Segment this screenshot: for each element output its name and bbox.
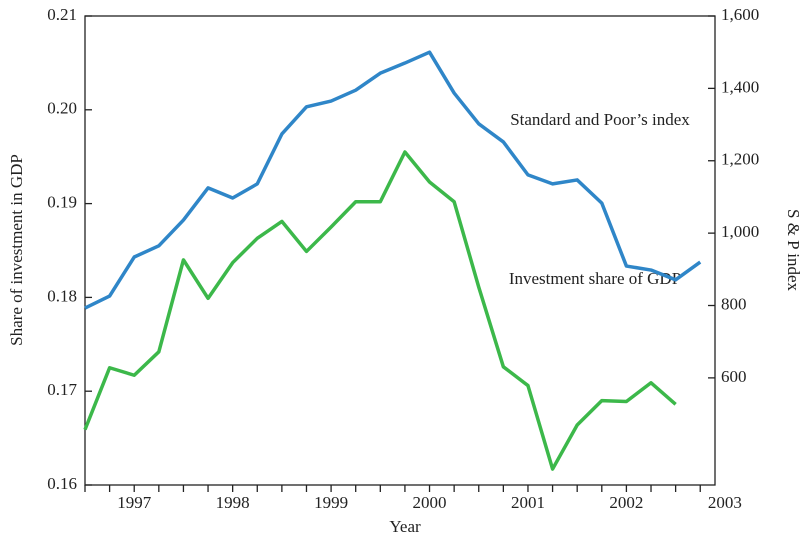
x-tick-label: 2003 (708, 493, 742, 512)
y-tick-label: 0.18 (47, 286, 77, 305)
y-tick-label: 0.17 (47, 380, 77, 399)
y2-tick-label: 800 (721, 294, 747, 313)
x-tick-label: 2001 (511, 493, 545, 512)
x-tick-label: 1997 (117, 493, 152, 512)
x-tick-label: 2000 (413, 493, 447, 512)
annotation: Investment share of GDP (509, 269, 681, 288)
plot-frame (84, 15, 716, 486)
series-line (83, 150, 677, 471)
y2-tick-label: 1,000 (721, 222, 759, 241)
y2-tick-label: 1,400 (721, 77, 759, 96)
x-axis-label: Year (389, 517, 421, 536)
series-line (84, 50, 702, 310)
y-tick-label: 0.20 (47, 99, 77, 118)
y2-tick-label: 1,200 (721, 150, 759, 169)
x-tick-label: 1999 (314, 493, 348, 512)
y-tick-label: 0.21 (47, 5, 77, 24)
y2-axis-label: S & P index (784, 209, 803, 292)
y2-tick-label: 600 (721, 367, 747, 386)
y-axis-label: Share of investment in GDP (7, 154, 26, 346)
y-tick-label: 0.16 (47, 474, 77, 493)
x-tick-label: 2002 (609, 493, 643, 512)
y2-tick-label: 1,600 (721, 5, 759, 24)
annotation: Standard and Poor’s index (510, 110, 690, 129)
x-tick-label: 1998 (216, 493, 250, 512)
y-tick-label: 0.19 (47, 193, 77, 212)
